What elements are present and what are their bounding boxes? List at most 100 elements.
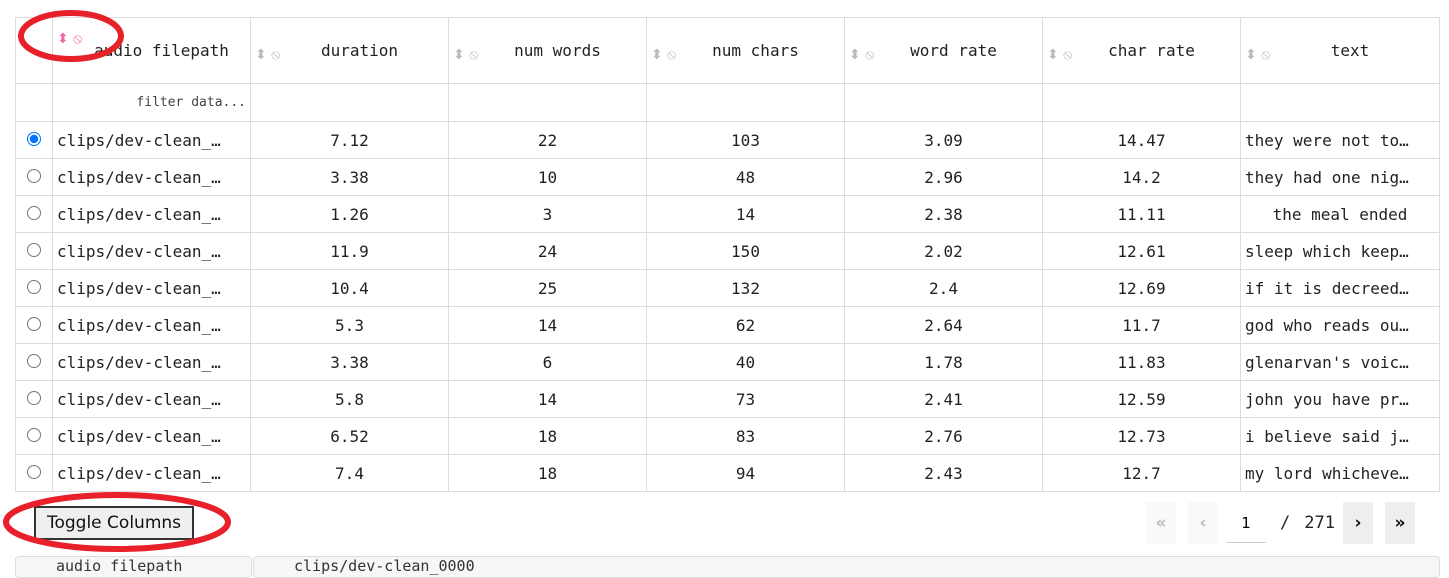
cell-char-rate[interactable]: 12.69	[1042, 269, 1241, 307]
cell-char-rate[interactable]: 11.83	[1042, 343, 1241, 381]
row-select-radio[interactable]	[27, 464, 41, 479]
cell-text[interactable]: they had one nig…	[1240, 158, 1440, 196]
sort-hide-icon[interactable]: ⬍ ⦸	[1245, 47, 1271, 63]
column-header[interactable]: ⬍ ⦸ text	[1240, 17, 1440, 84]
cell-duration[interactable]: 5.3	[250, 306, 449, 344]
table-row[interactable]: clips/dev-clean_… 1.26 3 14 2.38 11.11 the mea…	[15, 195, 1440, 233]
cell-num-words[interactable]: 18	[448, 454, 647, 492]
cell-filepath[interactable]: clips/dev-clean_…	[52, 417, 251, 455]
cell-duration[interactable]: 7.12	[250, 121, 449, 159]
cell-duration[interactable]: 5.8	[250, 380, 449, 418]
cell-filepath[interactable]: clips/dev-clean_…	[52, 380, 251, 418]
cell-char-rate[interactable]: 11.7	[1042, 306, 1241, 344]
cell-duration[interactable]: 3.38	[250, 158, 449, 196]
row-select-radio[interactable]	[27, 131, 41, 146]
cell-filepath[interactable]: clips/dev-clean_…	[52, 306, 251, 344]
page-input[interactable]	[1226, 503, 1267, 543]
column-header[interactable]: ⬍ ⦸ word rate	[844, 17, 1043, 84]
prev-page-button[interactable]: ‹	[1188, 502, 1219, 544]
column-header[interactable]: ⬍ ⦸ duration	[250, 17, 449, 84]
cell-word-rate[interactable]: 2.43	[844, 454, 1043, 492]
table-row[interactable]: clips/dev-clean_… 10.4 25 132 2.4 12.69 if it …	[15, 269, 1440, 307]
row-select-radio[interactable]	[27, 353, 41, 368]
toggle-columns-button[interactable]: Toggle Columns	[34, 506, 194, 540]
cell-num-words[interactable]: 10	[448, 158, 647, 196]
cell-num-chars[interactable]: 14	[646, 195, 845, 233]
cell-text[interactable]: if it is decreed…	[1240, 269, 1440, 307]
cell-num-words[interactable]: 24	[448, 232, 647, 270]
cell-word-rate[interactable]: 2.02	[844, 232, 1043, 270]
cell-filepath[interactable]: clips/dev-clean_…	[52, 454, 251, 492]
cell-num-words[interactable]: 3	[448, 195, 647, 233]
column-header[interactable]: ⬍ ⦸ char rate	[1042, 17, 1241, 84]
cell-filepath[interactable]: clips/dev-clean_…	[52, 121, 251, 159]
cell-num-chars[interactable]: 48	[646, 158, 845, 196]
cell-filepath[interactable]: clips/dev-clean_…	[52, 195, 251, 233]
cell-duration[interactable]: 10.4	[250, 269, 449, 307]
column-header[interactable]: ⬍ ⦸ num words	[448, 17, 647, 84]
sort-hide-icon[interactable]: ⬍ ⦸	[453, 47, 479, 63]
cell-text[interactable]: john you have pr…	[1240, 380, 1440, 418]
cell-word-rate[interactable]: 2.41	[844, 380, 1043, 418]
last-page-button[interactable]: »	[1385, 502, 1415, 544]
cell-duration[interactable]: 1.26	[250, 195, 449, 233]
cell-text[interactable]: glenarvan's voic…	[1240, 343, 1440, 381]
cell-filepath[interactable]: clips/dev-clean_…	[52, 158, 251, 196]
table-row[interactable]: clips/dev-clean_… 5.3 14 62 2.64 11.7 god who …	[15, 306, 1440, 344]
cell-word-rate[interactable]: 2.4	[844, 269, 1043, 307]
cell-filepath[interactable]: clips/dev-clean_…	[52, 343, 251, 381]
column-header[interactable]: ⬍ ⦸ audio filepath	[52, 17, 251, 84]
cell-filepath[interactable]: clips/dev-clean_…	[52, 232, 251, 270]
cell-num-chars[interactable]: 62	[646, 306, 845, 344]
row-select-radio[interactable]	[27, 427, 41, 442]
row-select-radio[interactable]	[27, 242, 41, 257]
cell-word-rate[interactable]: 1.78	[844, 343, 1043, 381]
filter-input[interactable]: filter data...	[52, 83, 251, 122]
cell-duration[interactable]: 11.9	[250, 232, 449, 270]
cell-num-chars[interactable]: 83	[646, 417, 845, 455]
sort-hide-icon[interactable]: ⬍ ⦸	[849, 47, 875, 63]
cell-num-chars[interactable]: 132	[646, 269, 845, 307]
cell-text[interactable]: my lord whicheve…	[1240, 454, 1440, 492]
cell-num-words[interactable]: 14	[448, 306, 647, 344]
cell-char-rate[interactable]: 11.11	[1042, 195, 1241, 233]
next-page-button[interactable]: ›	[1343, 502, 1373, 544]
row-select-radio[interactable]	[27, 390, 41, 405]
cell-char-rate[interactable]: 12.61	[1042, 232, 1241, 270]
cell-char-rate[interactable]: 14.2	[1042, 158, 1241, 196]
table-row[interactable]: clips/dev-clean_… 7.4 18 94 2.43 12.7 my lord …	[15, 454, 1440, 492]
cell-char-rate[interactable]: 14.47	[1042, 121, 1241, 159]
cell-word-rate[interactable]: 2.64	[844, 306, 1043, 344]
table-row[interactable]: clips/dev-clean_… 3.38 10 48 2.96 14.2 they ha…	[15, 158, 1440, 196]
cell-num-chars[interactable]: 94	[646, 454, 845, 492]
cell-char-rate[interactable]: 12.73	[1042, 417, 1241, 455]
row-select-radio[interactable]	[27, 205, 41, 220]
cell-text[interactable]: i believe said j…	[1240, 417, 1440, 455]
cell-char-rate[interactable]: 12.59	[1042, 380, 1241, 418]
cell-num-chars[interactable]: 150	[646, 232, 845, 270]
cell-num-chars[interactable]: 103	[646, 121, 845, 159]
cell-num-words[interactable]: 14	[448, 380, 647, 418]
cell-num-words[interactable]: 25	[448, 269, 647, 307]
cell-num-chars[interactable]: 40	[646, 343, 845, 381]
sort-hide-icon[interactable]: ⬍ ⦸	[1047, 47, 1073, 63]
row-select-radio[interactable]	[27, 279, 41, 294]
cell-text[interactable]: god who reads ou…	[1240, 306, 1440, 344]
cell-num-chars[interactable]: 73	[646, 380, 845, 418]
row-select-radio[interactable]	[27, 168, 41, 183]
cell-char-rate[interactable]: 12.7	[1042, 454, 1241, 492]
sort-hide-icon[interactable]: ⬍ ⦸	[651, 47, 677, 63]
cell-filepath[interactable]: clips/dev-clean_…	[52, 269, 251, 307]
cell-duration[interactable]: 3.38	[250, 343, 449, 381]
first-page-button[interactable]: «	[1146, 502, 1177, 544]
sort-hide-icon[interactable]: ⬍ ⦸	[57, 31, 83, 47]
cell-text[interactable]: sleep which keep…	[1240, 232, 1440, 270]
column-header[interactable]: ⬍ ⦸ num chars	[646, 17, 845, 84]
table-row[interactable]: clips/dev-clean_… 7.12 22 103 3.09 14.47 they …	[15, 121, 1440, 159]
cell-num-words[interactable]: 6	[448, 343, 647, 381]
cell-word-rate[interactable]: 2.76	[844, 417, 1043, 455]
cell-num-words[interactable]: 22	[448, 121, 647, 159]
cell-num-words[interactable]: 18	[448, 417, 647, 455]
table-row[interactable]: clips/dev-clean_… 3.38 6 40 1.78 11.83 glenarv…	[15, 343, 1440, 381]
table-row[interactable]: clips/dev-clean_… 5.8 14 73 2.41 12.59 john yo…	[15, 380, 1440, 418]
